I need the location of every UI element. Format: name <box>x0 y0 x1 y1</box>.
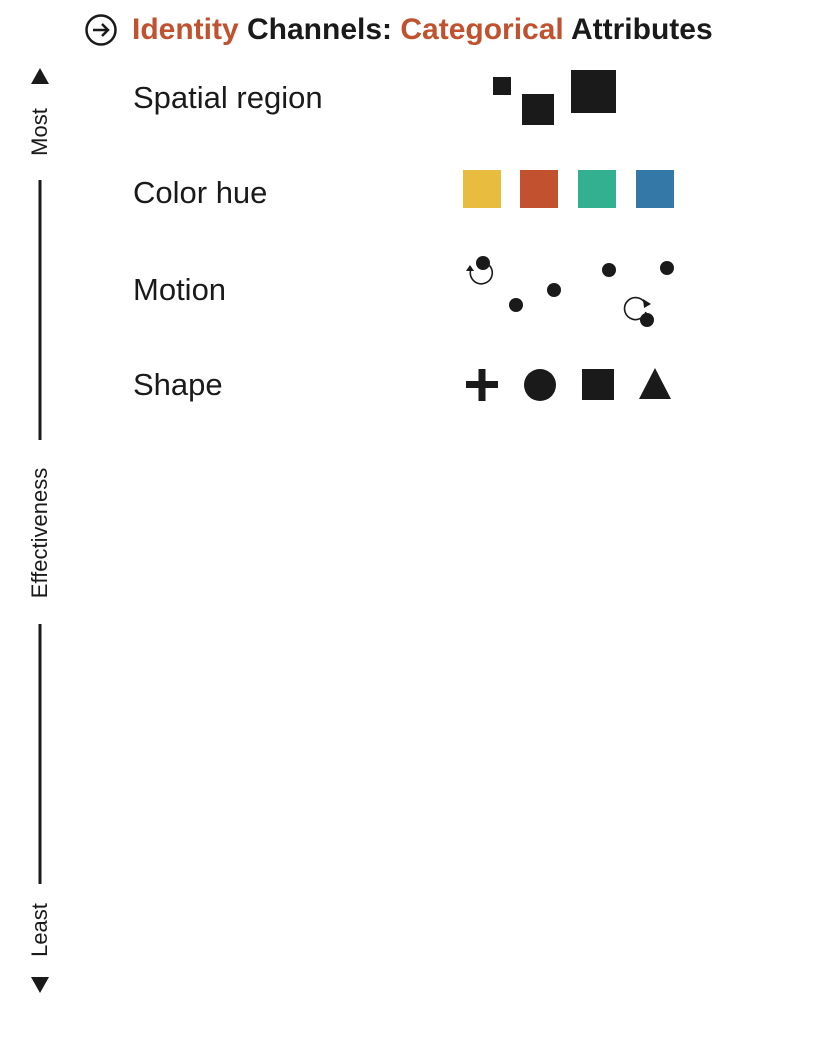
plus-icon <box>466 369 498 401</box>
shape-glyph <box>466 368 671 401</box>
color-swatch-yellow <box>463 170 501 208</box>
row-label-spatial-region: Spatial region <box>133 80 323 115</box>
square-icon <box>582 369 614 400</box>
spatial-square-large <box>571 70 616 113</box>
motion-dot-3 <box>547 283 561 297</box>
spatial-region-glyph <box>493 70 616 125</box>
row-label-motion: Motion <box>133 272 227 307</box>
motion-glyph <box>466 256 674 327</box>
circle-icon <box>524 369 556 401</box>
triangle-icon <box>639 368 671 399</box>
effectiveness-axis <box>31 68 49 993</box>
motion-dot-6 <box>640 313 654 327</box>
color-hue-glyph <box>463 170 674 208</box>
spatial-square-small <box>493 77 511 95</box>
motion-dot-5 <box>660 261 674 275</box>
title-channels: Channels: <box>238 13 401 46</box>
color-swatch-blue <box>636 170 674 208</box>
page-title: Identity Channels: Categorical Attribute… <box>84 10 713 50</box>
down-arrow-icon <box>31 977 49 993</box>
motion-dot-4 <box>602 263 616 277</box>
arrow-right-circle-icon <box>85 14 117 46</box>
motion-dot-1 <box>476 256 490 270</box>
color-swatch-red <box>520 170 558 208</box>
spatial-square-medium <box>522 94 554 125</box>
motion-dot-2 <box>509 298 523 312</box>
color-swatch-teal <box>578 170 616 208</box>
title-identity: Identity <box>132 13 239 46</box>
row-label-color-hue: Color hue <box>133 175 268 210</box>
title-attributes: Attributes <box>563 13 713 46</box>
title-categorical: Categorical <box>400 13 564 46</box>
up-arrow-icon <box>31 68 49 84</box>
row-label-shape: Shape <box>133 367 223 402</box>
